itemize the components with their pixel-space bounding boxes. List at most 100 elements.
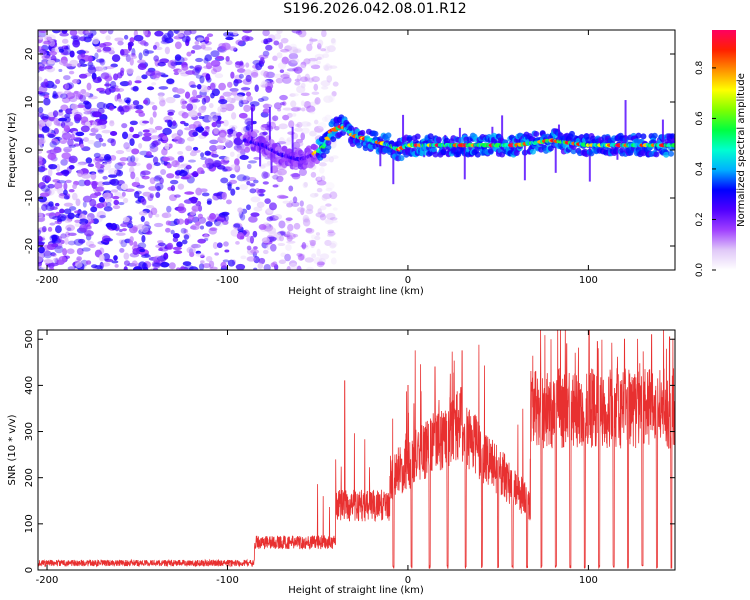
noise-blob — [236, 147, 246, 153]
noise-blob — [311, 91, 320, 95]
noise-blob — [177, 151, 184, 155]
noise-blob — [131, 260, 138, 267]
noise-blob — [65, 44, 71, 50]
noise-blob — [119, 195, 125, 199]
noise-blob — [200, 156, 207, 160]
noise-blob — [227, 81, 233, 88]
noise-blob — [38, 241, 46, 245]
noise-blob — [226, 181, 233, 187]
noise-blob — [42, 225, 47, 233]
noise-blob — [204, 36, 210, 42]
noise-blob — [323, 95, 333, 103]
noise-blob — [132, 133, 140, 139]
noise-blob — [90, 172, 97, 180]
noise-blob — [131, 148, 140, 155]
noise-blob — [180, 227, 187, 234]
noise-blob — [75, 262, 83, 269]
ridge-halo — [427, 133, 434, 140]
noise-blob — [107, 138, 115, 144]
noise-blob — [303, 181, 308, 188]
noise-blob — [324, 65, 330, 72]
noise-blob — [329, 240, 338, 248]
noise-blob — [91, 264, 98, 269]
ridge-halo — [635, 132, 642, 139]
noise-blob — [308, 239, 317, 244]
noise-blob — [257, 188, 264, 197]
noise-blob — [38, 246, 45, 254]
noise-blob — [136, 184, 145, 189]
noise-blob — [285, 217, 293, 221]
noise-blob — [174, 194, 181, 198]
noise-blob — [186, 246, 196, 254]
noise-blob — [154, 125, 163, 131]
noise-blob — [195, 250, 202, 255]
noise-blob — [43, 250, 51, 257]
noise-blob — [242, 175, 251, 181]
noise-blob — [168, 262, 176, 270]
noise-blob — [118, 228, 123, 233]
ridge-halo — [668, 150, 675, 157]
noise-blob — [123, 260, 131, 266]
noise-blob — [307, 77, 315, 83]
noise-blob — [243, 69, 253, 77]
noise-blob — [327, 229, 335, 234]
noise-blob — [61, 45, 69, 50]
colorbar-label: Normalized spectral amplitude — [736, 73, 747, 227]
snr-xlabel: Height of straight line (km) — [288, 585, 424, 596]
noise-blob — [278, 220, 286, 229]
noise-blob — [208, 227, 217, 235]
noise-blob — [188, 110, 198, 118]
noise-blob — [111, 260, 119, 264]
noise-blob — [328, 65, 338, 69]
noise-blob — [172, 246, 182, 251]
noise-blob — [313, 83, 319, 91]
noise-blob — [314, 235, 321, 241]
noise-blob — [319, 213, 327, 221]
noise-blob — [96, 202, 105, 209]
noise-blob — [316, 56, 322, 60]
noise-blob — [167, 109, 176, 114]
noise-blob — [81, 146, 91, 152]
noise-blob — [49, 206, 58, 211]
noise-blob — [208, 114, 219, 123]
noise-blob — [287, 131, 295, 135]
heatmap-cells — [38, 30, 675, 270]
noise-blob — [38, 91, 44, 95]
noise-blob — [113, 255, 118, 261]
noise-blob — [60, 158, 68, 166]
noise-blob — [246, 245, 252, 251]
noise-blob — [214, 73, 224, 79]
noise-blob — [299, 200, 304, 207]
noise-blob — [107, 30, 114, 35]
noise-blob — [117, 98, 123, 103]
noise-blob — [126, 105, 132, 112]
noise-blob — [122, 131, 129, 140]
noise-blob — [328, 156, 334, 163]
noise-blob — [184, 91, 191, 99]
noise-blob — [58, 68, 63, 73]
noise-blob — [152, 262, 161, 267]
noise-blob — [109, 105, 115, 111]
noise-blob — [329, 191, 338, 200]
noise-blob — [191, 89, 198, 97]
noise-blob — [152, 140, 161, 146]
noise-blob — [121, 123, 128, 129]
noise-blob — [59, 136, 64, 142]
noise-blob — [121, 191, 126, 197]
noise-blob — [325, 182, 335, 190]
noise-blob — [294, 81, 301, 86]
noise-blob — [216, 242, 223, 249]
noise-blob — [198, 263, 205, 270]
noise-blob — [279, 235, 284, 242]
noise-blob — [51, 84, 58, 89]
noise-blob — [245, 91, 252, 97]
noise-blob — [177, 155, 185, 163]
noise-blob — [261, 96, 269, 102]
noise-blob — [205, 220, 213, 227]
noise-blob — [225, 103, 235, 112]
y-tick-label: 100 — [24, 514, 35, 533]
noise-blob — [157, 61, 166, 67]
noise-blob — [303, 58, 311, 65]
noise-blob — [270, 243, 277, 252]
noise-blob — [58, 48, 65, 53]
